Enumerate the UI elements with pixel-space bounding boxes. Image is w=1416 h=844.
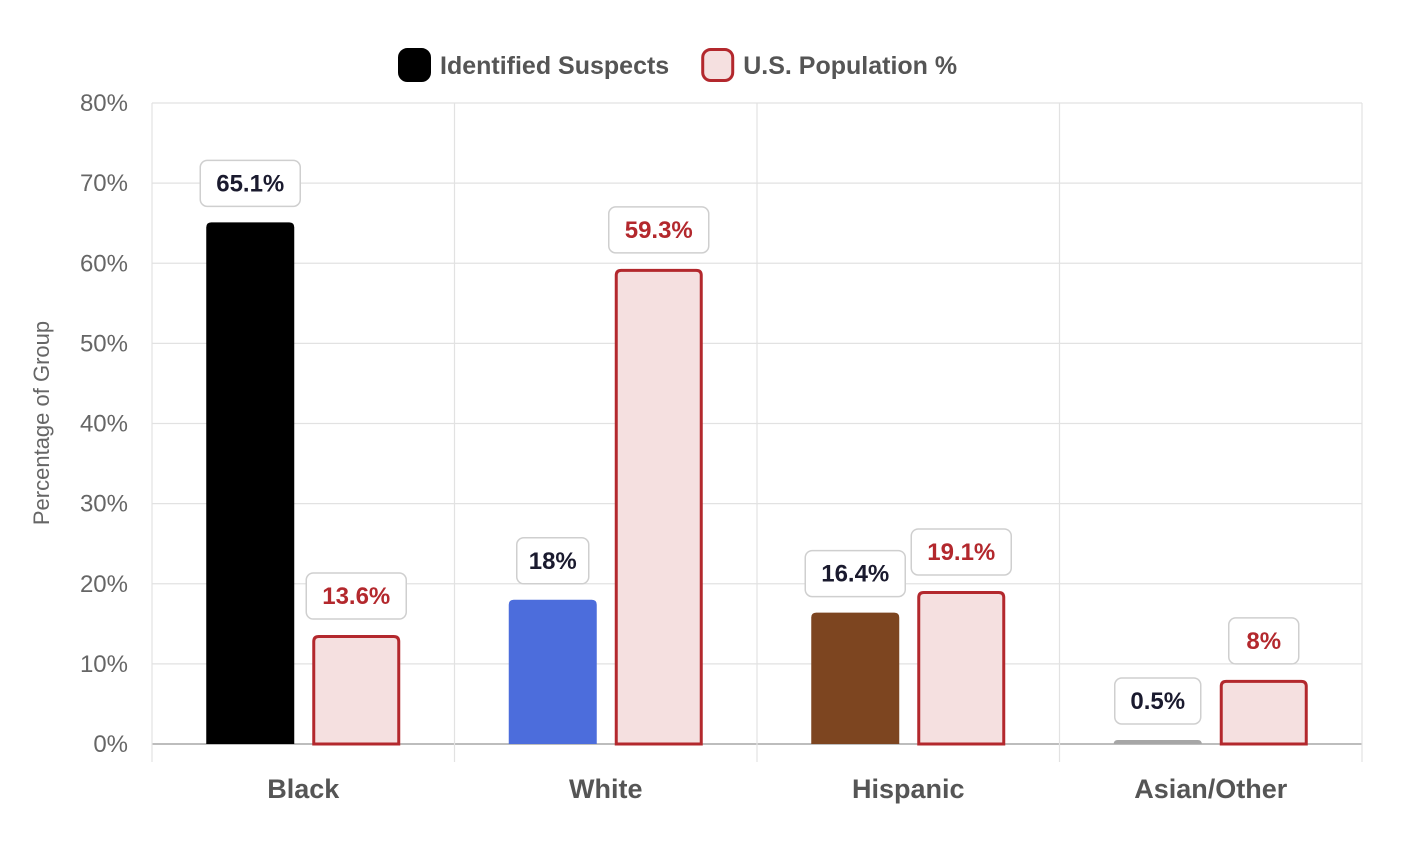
legend-swatch <box>398 48 431 82</box>
data-label-identified-suspects-box <box>1114 677 1202 725</box>
data-label-identified-suspects-text: 16.4% <box>821 561 889 588</box>
x-tick-label: White <box>569 774 643 804</box>
data-label-identified-suspects: 0.5% <box>1114 677 1202 725</box>
y-tick-label: 0% <box>93 731 128 758</box>
legend-item-identified-suspects[interactable]: Identified Suspects <box>398 48 670 82</box>
data-label-identified-suspects-text: 18% <box>529 548 577 575</box>
data-label-us-population-text: 8% <box>1246 628 1281 655</box>
data-label-identified-suspects-box <box>804 549 906 598</box>
data-label-us-population-text: 13.6% <box>322 583 390 610</box>
y-tick-label: 30% <box>80 491 128 518</box>
bar-us-population <box>1219 679 1308 746</box>
legend-label: U.S. Population % <box>743 52 957 80</box>
bar-us-population <box>917 590 1006 746</box>
data-label-us-population-text: 19.1% <box>927 539 995 566</box>
data-label-identified-suspects-text: 0.5% <box>1130 688 1185 715</box>
y-tick-label: 80% <box>80 90 128 117</box>
data-label-us-population: 8% <box>1228 617 1300 665</box>
legend-swatch <box>701 48 735 82</box>
data-label-us-population: 19.1% <box>910 528 1012 576</box>
data-label-identified-suspects: 65.1% <box>199 159 301 208</box>
x-axis: Black White Hispanic Asian/Other <box>267 774 1288 804</box>
x-tick-label: Black <box>267 774 340 804</box>
y-tick-label: 50% <box>80 330 128 357</box>
data-label-us-population: 59.3% <box>608 206 710 254</box>
bar-us-population <box>614 268 703 746</box>
data-label-us-population-box <box>1228 617 1300 665</box>
data-label-identified-suspects-text: 65.1% <box>216 170 284 197</box>
y-tick-label: 40% <box>80 411 128 438</box>
data-label-identified-suspects: 16.4% <box>804 549 906 598</box>
data-label-us-population-box <box>910 528 1012 576</box>
data-label-us-population-box <box>305 572 407 620</box>
bar-identified-suspects <box>508 599 597 744</box>
bar-us-population <box>312 635 401 746</box>
data-label-us-population-text: 59.3% <box>625 217 693 244</box>
y-tick-label: 10% <box>80 651 128 678</box>
x-tick-label: Hispanic <box>852 774 965 804</box>
x-tick-label: Asian/Other <box>1134 774 1288 804</box>
legend-label: Identified Suspects <box>440 52 669 80</box>
data-label-us-population-box <box>608 206 710 254</box>
grid <box>151 102 1363 762</box>
data-label-identified-suspects-box <box>199 159 301 208</box>
bar-identified-suspects <box>811 612 900 744</box>
legend-item-us-population[interactable]: U.S. Population % <box>701 48 957 82</box>
y-tick-label: 20% <box>80 571 128 598</box>
y-tick-label: 70% <box>80 170 128 197</box>
bar-identified-suspects <box>206 222 295 745</box>
y-axis: 0% 10% 20% 30% 40% 50% 60% 70% 80% <box>80 90 128 758</box>
bar-identified-suspects <box>1113 739 1202 744</box>
y-axis-label: Percentage of Group <box>29 321 54 525</box>
legend: Identified Suspects U.S. Population % <box>398 48 957 82</box>
data-label-us-population: 13.6% <box>305 572 407 620</box>
bars <box>206 222 1308 746</box>
data-label-identified-suspects-box <box>516 537 590 585</box>
data-labels: 65.1% 13.6% 18% 59.3% 16.4% 19.1% 0.5% 8% <box>199 159 1300 725</box>
y-tick-label: 60% <box>80 250 128 277</box>
data-label-identified-suspects: 18% <box>516 537 590 585</box>
